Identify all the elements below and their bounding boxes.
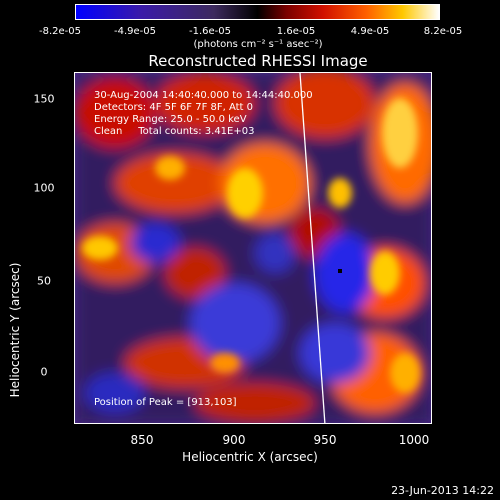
y-axis-title: Heliocentric Y (arcsec) (8, 262, 22, 398)
render-timestamp: 23-Jun-2013 14:22 (391, 484, 494, 497)
x-axis-title: Heliocentric X (arcsec) (182, 450, 318, 464)
colorbar-tick: -4.9e-05 (114, 26, 156, 37)
colorbar-tick: 4.9e-05 (350, 26, 390, 37)
image-title: Reconstructed RHESSI Image (148, 52, 368, 70)
colorbar (75, 4, 440, 20)
colorbar-tick: -1.6e-05 (189, 26, 231, 37)
y-tick-label: 0 (40, 365, 48, 379)
info-detectors: Detectors: 4F 5F 6F 7F 8F, Att 0 (94, 102, 254, 113)
peak-position-label: Position of Peak = [913,103] (94, 397, 237, 408)
x-tick-label: 850 (130, 433, 154, 447)
colorbar-tick: 8.2e-05 (423, 26, 463, 37)
colorbar-tick: -8.2e-05 (39, 26, 81, 37)
image-plot (74, 72, 432, 424)
colorbar-units: (photons cm⁻² s⁻¹ asec⁻²) (193, 39, 323, 50)
colorbar-tick: 1.6e-05 (276, 26, 316, 37)
info-total-counts: Clean Total counts: 3.41E+03 (94, 126, 255, 137)
info-time-range: 30-Aug-2004 14:40:40.000 to 14:44:40.000 (94, 90, 313, 101)
y-tick-label: 100 (33, 181, 55, 195)
info-energy-range: Energy Range: 25.0 - 50.0 keV (94, 114, 247, 125)
rhessi-image (75, 73, 431, 423)
x-tick-label: 1000 (398, 433, 430, 447)
x-tick-label: 950 (313, 433, 337, 447)
x-tick-label: 900 (222, 433, 246, 447)
y-tick-label: 150 (33, 92, 55, 106)
y-tick-label: 50 (37, 274, 51, 288)
